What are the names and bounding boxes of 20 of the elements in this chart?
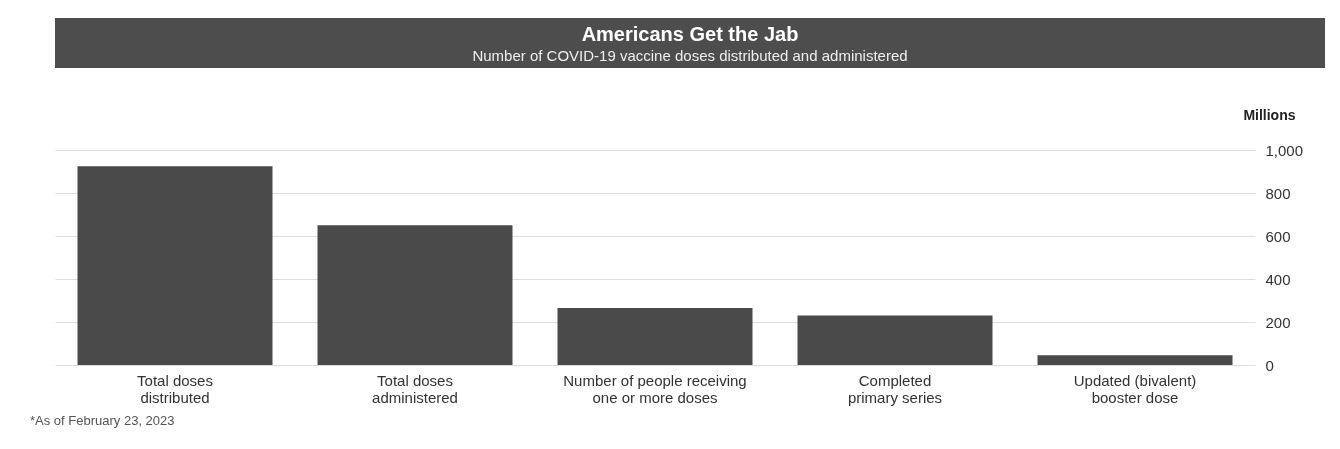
y-axis-title: Millions	[1243, 106, 1296, 123]
bar	[557, 308, 753, 365]
y-tick-label: 800	[1265, 184, 1291, 202]
y-tick-label: 400	[1265, 270, 1291, 288]
chart-subtitle: Number of COVID-19 vaccine doses distributed and administered	[472, 47, 908, 64]
bar	[77, 166, 273, 365]
chart-title: Americans Get the Jab	[581, 23, 799, 45]
x-tick-label: Total doses administered	[372, 371, 458, 406]
bar	[1037, 355, 1233, 365]
y-tick-label: 200	[1265, 313, 1291, 331]
text: *As of February 23, 2023	[30, 413, 175, 428]
bar	[797, 315, 993, 365]
bar	[317, 225, 513, 365]
x-tick-label: Completed primary series	[847, 371, 943, 406]
y-tick-label: 600	[1265, 227, 1291, 245]
y-tick-label: 0	[1265, 356, 1274, 374]
x-tick-label: Number of people receiving one or more doses	[563, 371, 747, 406]
x-tick-label: Updated (bivalent) booster dose	[1073, 371, 1197, 406]
y-tick-label: 1,000	[1265, 141, 1304, 159]
x-tick-label: Total doses distributed	[137, 371, 213, 406]
